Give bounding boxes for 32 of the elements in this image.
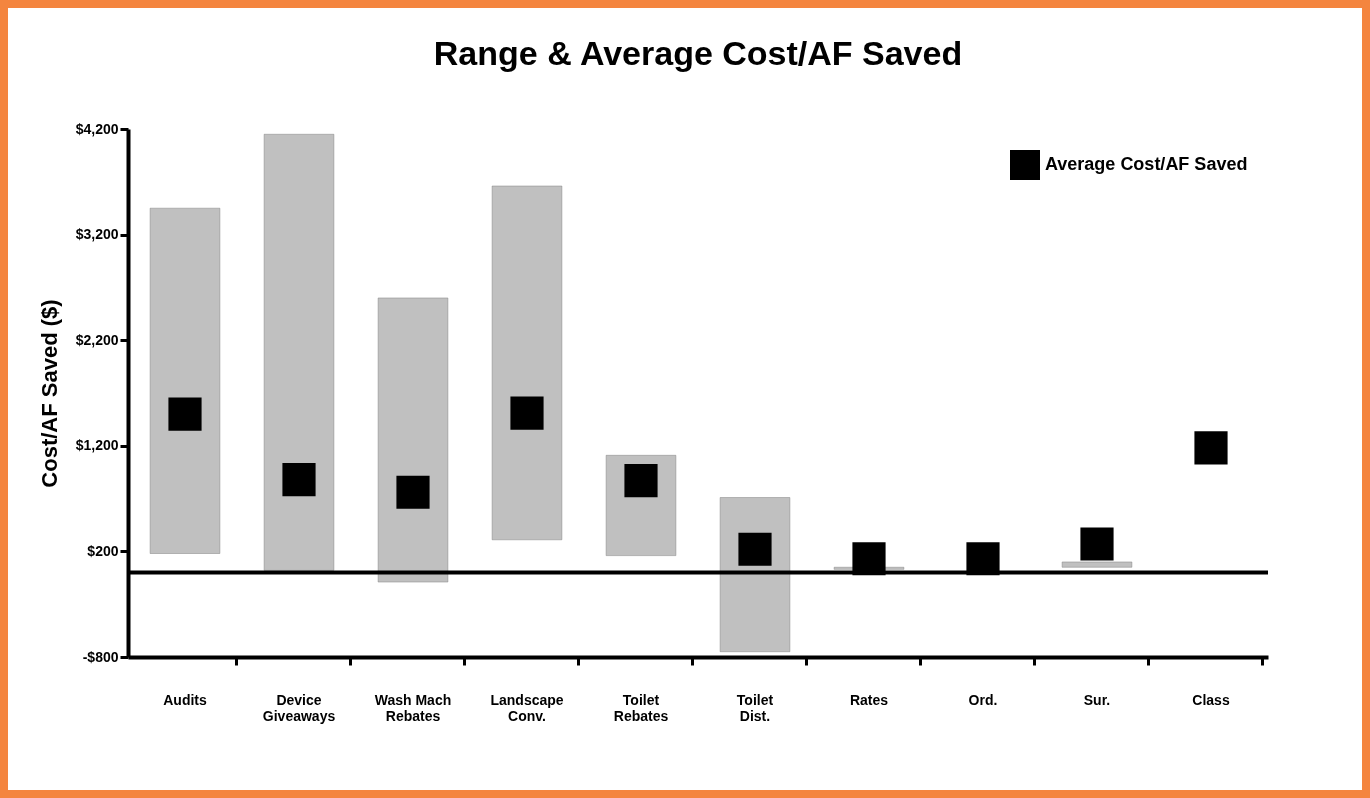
bar — [491, 185, 563, 541]
chart-title: Range & Average Cost/AF Saved — [433, 34, 963, 72]
point — [1080, 527, 1114, 561]
x-tick-label: Ord. — [968, 691, 998, 708]
y-tick-label: $2,200 — [75, 331, 119, 348]
x-tick-label: Rates — [849, 691, 889, 708]
point — [624, 464, 658, 498]
point — [168, 397, 202, 431]
x-tick-label: Sur. — [1083, 691, 1111, 708]
point — [282, 463, 316, 497]
x-tick-label: Toilet Dist. — [736, 691, 774, 724]
point — [738, 532, 772, 566]
point — [1194, 431, 1228, 465]
point — [396, 475, 430, 509]
x-tick-label: Audits — [163, 691, 207, 708]
y-tick-label: $3,200 — [75, 226, 119, 243]
y-tick-label: $200 — [87, 542, 119, 559]
bar — [1061, 561, 1133, 568]
x-tick-label: Wash Mach Rebates — [374, 691, 452, 724]
legend-label: Average Cost/AF Saved — [1045, 154, 1248, 174]
y-axis-title: Cost/AF Saved ($) — [36, 299, 62, 488]
y-tick-label: $1,200 — [75, 437, 119, 454]
x-tick-label: Class — [1192, 691, 1230, 708]
x-tick-label: Toilet Rebates — [613, 691, 669, 724]
x-tick-label: Landscape Conv. — [490, 691, 564, 724]
y-tick-label: -$800 — [82, 648, 119, 665]
bar — [263, 134, 335, 571]
point — [510, 396, 544, 430]
x-tick-label: Device Giveaways — [262, 691, 336, 724]
bar — [149, 207, 221, 554]
y-tick-label: $4,200 — [75, 120, 119, 137]
bar — [377, 297, 449, 583]
